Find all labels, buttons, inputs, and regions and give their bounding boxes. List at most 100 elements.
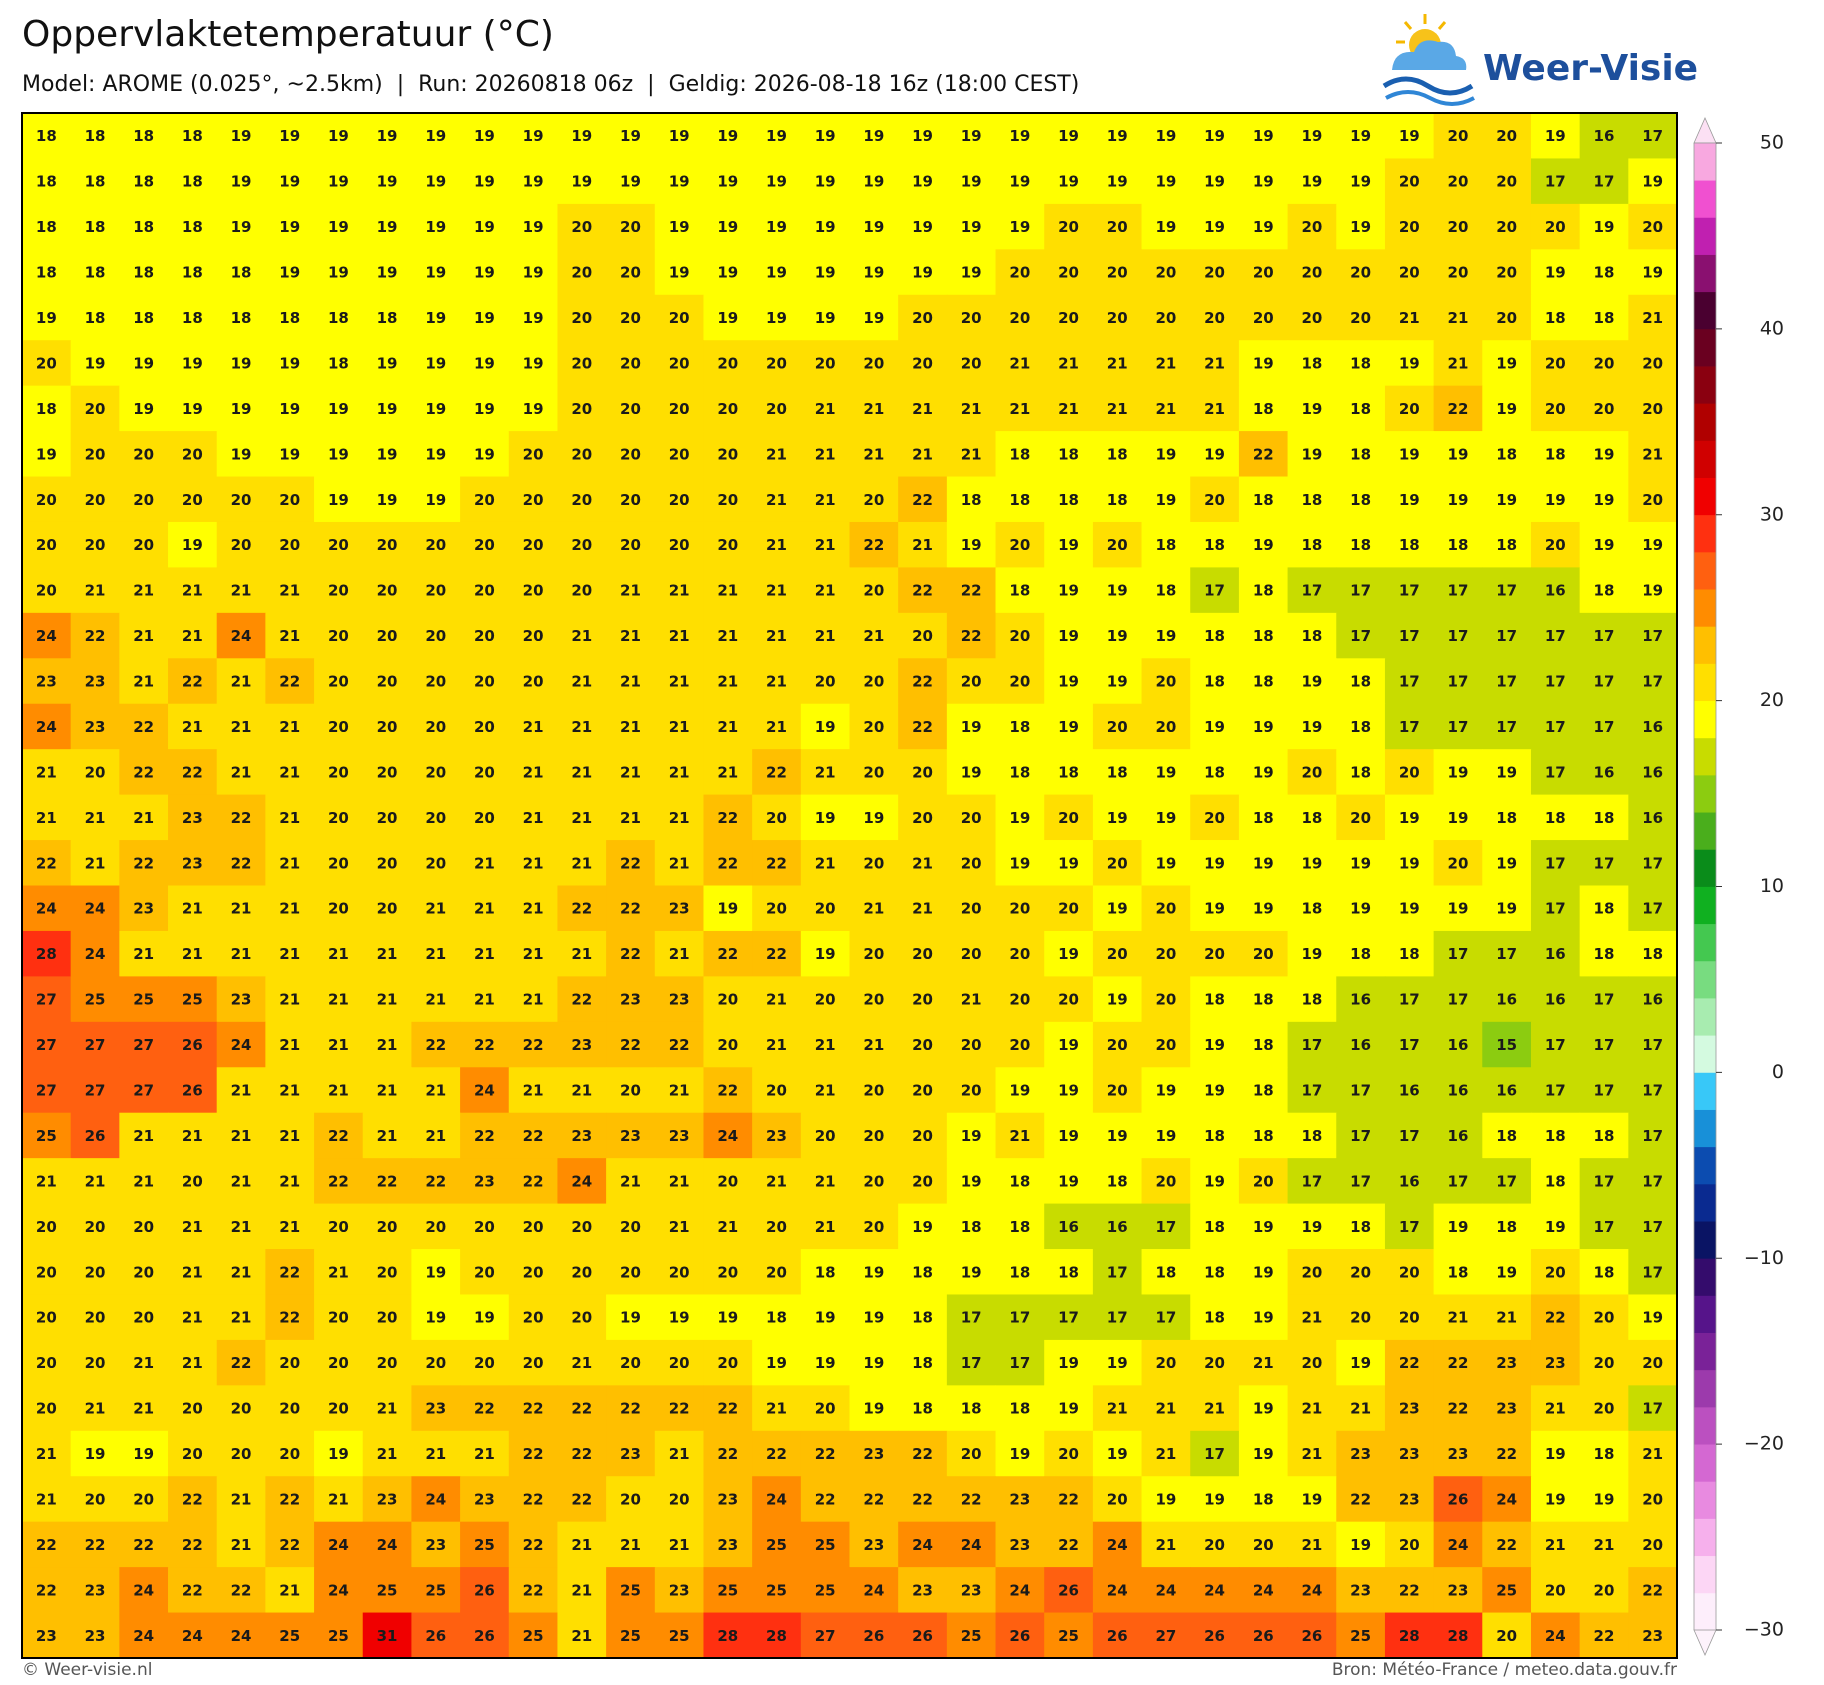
temperature-label: 20 bbox=[1350, 1263, 1371, 1281]
temperature-label: 21 bbox=[523, 809, 544, 827]
temperature-label: 18 bbox=[912, 1400, 933, 1418]
temperature-cell bbox=[946, 294, 997, 341]
temperature-cell bbox=[557, 885, 607, 932]
temperature-label: 20 bbox=[279, 1400, 300, 1418]
temperature-cell bbox=[362, 749, 412, 796]
temperature-cell bbox=[1628, 567, 1678, 614]
temperature-cell bbox=[1336, 385, 1386, 432]
temperature-cell bbox=[946, 703, 997, 750]
temperature-cell bbox=[557, 930, 607, 977]
temperature-cell bbox=[898, 930, 948, 977]
temperature-cell bbox=[1238, 1067, 1289, 1114]
temperature-cell bbox=[70, 521, 120, 568]
temperature-label: 22 bbox=[1496, 1445, 1517, 1463]
temperature-cell bbox=[411, 249, 461, 296]
temperature-cell bbox=[265, 749, 315, 796]
temperature-label: 20 bbox=[1545, 536, 1566, 554]
temperature-label: 19 bbox=[863, 173, 884, 191]
temperature-cell bbox=[1579, 294, 1629, 341]
temperature-label: 17 bbox=[1107, 1309, 1128, 1327]
temperature-label: 20 bbox=[1204, 1536, 1225, 1554]
temperature-cell bbox=[22, 749, 72, 796]
temperature-cell bbox=[1044, 1021, 1094, 1068]
temperature-label: 18 bbox=[1496, 1127, 1517, 1145]
temperature-cell bbox=[119, 431, 169, 478]
temperature-cell bbox=[703, 1021, 753, 1068]
temperature-label: 18 bbox=[1155, 536, 1176, 554]
temperature-label: 19 bbox=[523, 400, 544, 418]
temperature-label: 21 bbox=[620, 763, 641, 781]
temperature-label: 19 bbox=[133, 1445, 154, 1463]
temperature-label: 19 bbox=[961, 173, 982, 191]
temperature-label: 19 bbox=[766, 173, 787, 191]
temperature-label: 20 bbox=[133, 445, 154, 463]
temperature-label: 21 bbox=[1350, 1400, 1371, 1418]
temperature-label: 21 bbox=[1204, 354, 1225, 372]
temperature-label: 17 bbox=[1448, 582, 1469, 600]
colorbar-top-arrow bbox=[1693, 117, 1717, 144]
temperature-label: 19 bbox=[1058, 718, 1079, 736]
temperature-label: 19 bbox=[815, 809, 836, 827]
temperature-label: 22 bbox=[133, 854, 154, 872]
temperature-label: 16 bbox=[1496, 1081, 1517, 1099]
temperature-label: 21 bbox=[717, 627, 738, 645]
temperature-label: 20 bbox=[523, 1263, 544, 1281]
temperature-cell bbox=[119, 476, 169, 523]
temperature-cell bbox=[1092, 794, 1143, 841]
temperature-cell bbox=[508, 340, 558, 387]
temperature-label: 17 bbox=[1301, 1036, 1322, 1054]
temperature-label: 17 bbox=[1155, 1309, 1176, 1327]
temperature-cell bbox=[1482, 930, 1532, 977]
temperature-label: 17 bbox=[1642, 127, 1663, 145]
temperature-cell bbox=[849, 113, 899, 159]
temperature-label: 18 bbox=[1350, 400, 1371, 418]
temperature-label: 20 bbox=[182, 1172, 203, 1190]
colorbar-segment bbox=[1694, 366, 1716, 404]
temperature-cell bbox=[606, 158, 656, 205]
temperature-cell bbox=[216, 385, 266, 432]
temperature-label: 20 bbox=[1204, 945, 1225, 963]
temperature-cell bbox=[265, 930, 315, 977]
temperature-label: 21 bbox=[328, 1263, 349, 1281]
temperature-cell bbox=[849, 476, 899, 523]
temperature-cell bbox=[168, 885, 218, 932]
temperature-label: 21 bbox=[231, 582, 252, 600]
temperature-cell bbox=[800, 113, 850, 159]
temperature-label: 21 bbox=[766, 582, 787, 600]
temperature-label: 17 bbox=[1448, 945, 1469, 963]
temperature-label: 21 bbox=[1448, 309, 1469, 327]
temperature-cell bbox=[995, 521, 1045, 568]
temperature-cell bbox=[22, 476, 72, 523]
temperature-cell bbox=[849, 431, 899, 478]
temperature-cell bbox=[1579, 1021, 1629, 1068]
temperature-label: 21 bbox=[766, 445, 787, 463]
temperature-label: 21 bbox=[231, 1263, 252, 1281]
temperature-label: 20 bbox=[474, 673, 495, 691]
temperature-label: 17 bbox=[1399, 718, 1420, 736]
temperature-label: 19 bbox=[1155, 1490, 1176, 1508]
temperature-label: 18 bbox=[1107, 491, 1128, 509]
temperature-cell bbox=[1336, 840, 1386, 886]
temperature-cell bbox=[460, 1021, 510, 1068]
temperature-label: 21 bbox=[231, 718, 252, 736]
temperature-cell bbox=[946, 749, 997, 796]
temperature-label: 21 bbox=[1155, 1536, 1176, 1554]
temperature-label: 20 bbox=[1545, 1581, 1566, 1599]
temperature-label: 17 bbox=[961, 1309, 982, 1327]
colorbar-segment bbox=[1694, 440, 1716, 478]
temperature-label: 19 bbox=[1107, 173, 1128, 191]
temperature-cell bbox=[168, 930, 218, 977]
temperature-label: 21 bbox=[1301, 1445, 1322, 1463]
temperature-cell bbox=[1628, 476, 1678, 523]
temperature-label: 21 bbox=[523, 900, 544, 918]
temperature-label: 21 bbox=[863, 627, 884, 645]
temperature-cell bbox=[1530, 1021, 1581, 1068]
temperature-label: 22 bbox=[571, 900, 592, 918]
temperature-cell bbox=[314, 930, 364, 977]
temperature-cell bbox=[898, 476, 948, 523]
temperature-cell bbox=[1092, 885, 1143, 932]
temperature-cell bbox=[849, 1158, 899, 1205]
temperature-label: 19 bbox=[717, 127, 738, 145]
temperature-cell bbox=[1336, 749, 1386, 796]
temperature-label: 17 bbox=[1009, 1309, 1030, 1327]
